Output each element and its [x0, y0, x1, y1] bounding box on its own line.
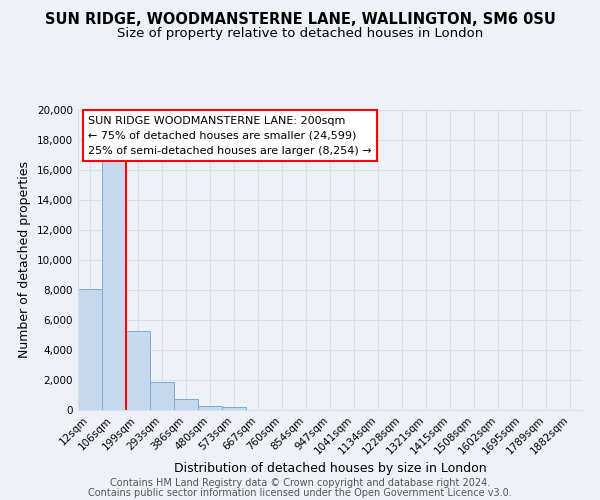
Text: Contains public sector information licensed under the Open Government Licence v3: Contains public sector information licen…: [88, 488, 512, 498]
Bar: [126, 330, 150, 410]
Bar: [150, 382, 174, 410]
Bar: [198, 406, 222, 410]
Text: SUN RIDGE WOODMANSTERNE LANE: 200sqm
← 75% of detached houses are smaller (24,59: SUN RIDGE WOODMANSTERNE LANE: 200sqm ← 7…: [88, 116, 372, 156]
Y-axis label: Number of detached properties: Number of detached properties: [19, 162, 31, 358]
X-axis label: Distribution of detached houses by size in London: Distribution of detached houses by size …: [173, 462, 487, 475]
Text: Size of property relative to detached houses in London: Size of property relative to detached ho…: [117, 28, 483, 40]
Text: SUN RIDGE, WOODMANSTERNE LANE, WALLINGTON, SM6 0SU: SUN RIDGE, WOODMANSTERNE LANE, WALLINGTO…: [44, 12, 556, 28]
Bar: [102, 161, 126, 410]
Bar: [222, 407, 246, 410]
Text: Contains HM Land Registry data © Crown copyright and database right 2024.: Contains HM Land Registry data © Crown c…: [110, 478, 490, 488]
Bar: [78, 288, 102, 410]
Bar: [174, 399, 198, 410]
